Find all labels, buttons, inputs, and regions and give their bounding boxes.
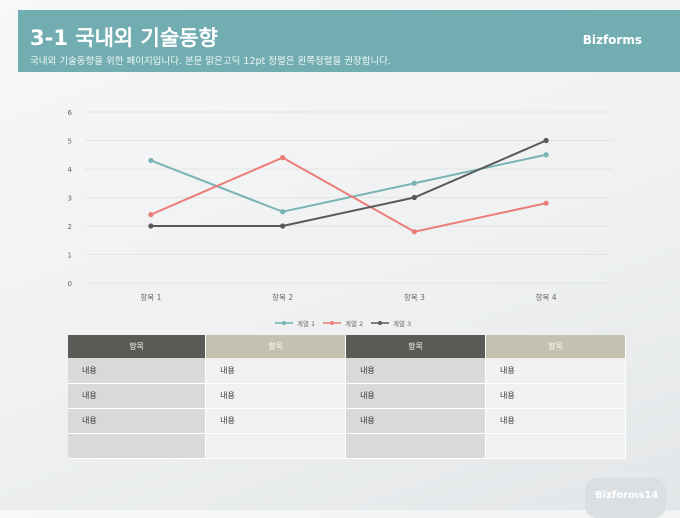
series-line-2 [150, 156, 547, 233]
table-header: 항목 [68, 335, 207, 358]
table-cell [68, 433, 207, 459]
table-cell: 내용 [345, 383, 487, 409]
y-tick-label: 0 [68, 280, 72, 288]
legend-dot [378, 321, 382, 325]
table-header: 항목 [345, 335, 487, 358]
line-chart: 0 1 2 3 4 5 6 항목 1 항목 2 항목 3 항목 4 계열 1 계열 2 계열 3 [68, 109, 612, 328]
table-cell: 내용 [345, 358, 487, 384]
data-point [543, 152, 549, 158]
data-point [280, 209, 286, 215]
legend-label: 계열 3 [393, 319, 411, 328]
legend-dot [330, 321, 334, 325]
page-subtitle: 국내외 기술동향을 위한 페이지입니다. 본문 맑은고딕 12pt 정렬은 왼쪽… [30, 56, 391, 67]
table-row: 내용 내용 내용 내용 [68, 383, 626, 409]
table-header: 항목 [485, 335, 626, 358]
legend-label: 계열 1 [297, 319, 315, 328]
y-tick-label: 5 [68, 138, 72, 146]
table-cell [205, 433, 347, 459]
data-point [280, 155, 286, 161]
header-band: 3-1 국내외 기술동향 국내외 기술동향을 위한 페이지입니다. 본문 맑은고… [18, 10, 680, 72]
x-tick-label: 항목 3 [404, 293, 425, 302]
table-row: 내용 내용 내용 내용 [68, 358, 626, 384]
data-point [411, 180, 417, 186]
x-tick-label: 항목 2 [272, 293, 293, 302]
page-number-badge: Bizforms14 [585, 478, 666, 518]
table-header-row: 항목 항목 항목 항목 [68, 335, 626, 358]
table-cell: 내용 [68, 358, 207, 384]
data-point [543, 200, 549, 206]
table-cell: 내용 [205, 408, 347, 434]
table-cell: 내용 [68, 383, 207, 409]
data-point [543, 137, 549, 144]
y-tick-label: 4 [68, 166, 73, 174]
data-table: 항목 항목 항목 항목 내용 내용 내용 내용 내용 내용 내용 내용 내용 내용 내용 내용 [68, 335, 626, 459]
series-line-3 [150, 139, 547, 227]
y-tick-label: 3 [68, 195, 72, 203]
table-cell [485, 433, 626, 459]
table-header: 항목 [205, 335, 347, 358]
data-point [411, 229, 417, 235]
table-cell: 내용 [205, 358, 347, 384]
page-title: 3-1 국내외 기술동향 [30, 26, 218, 50]
data-point [280, 223, 286, 229]
data-point [148, 212, 154, 218]
table-row: 내용 내용 내용 내용 [68, 408, 626, 434]
brand-logo: Bizforms [582, 33, 642, 47]
data-point [411, 194, 417, 201]
y-tick-label: 1 [68, 252, 72, 260]
series-line-1 [150, 153, 547, 213]
table-cell: 내용 [68, 408, 207, 434]
y-tick-label: 2 [68, 223, 72, 231]
table-cell [345, 433, 487, 459]
table-cell: 내용 [205, 383, 347, 409]
data-point [148, 157, 154, 164]
data-point [148, 223, 154, 229]
legend-label: 계열 2 [345, 319, 363, 328]
table-cell: 내용 [485, 408, 626, 434]
legend-dot [282, 321, 286, 325]
table-cell: 내용 [345, 408, 487, 434]
x-tick-label: 항목 1 [140, 293, 161, 302]
x-tick-label: 항목 4 [536, 293, 557, 302]
table-cell: 내용 [485, 358, 626, 384]
table-cell: 내용 [485, 383, 626, 409]
table-row [68, 433, 626, 459]
y-tick-label: 6 [68, 109, 73, 117]
